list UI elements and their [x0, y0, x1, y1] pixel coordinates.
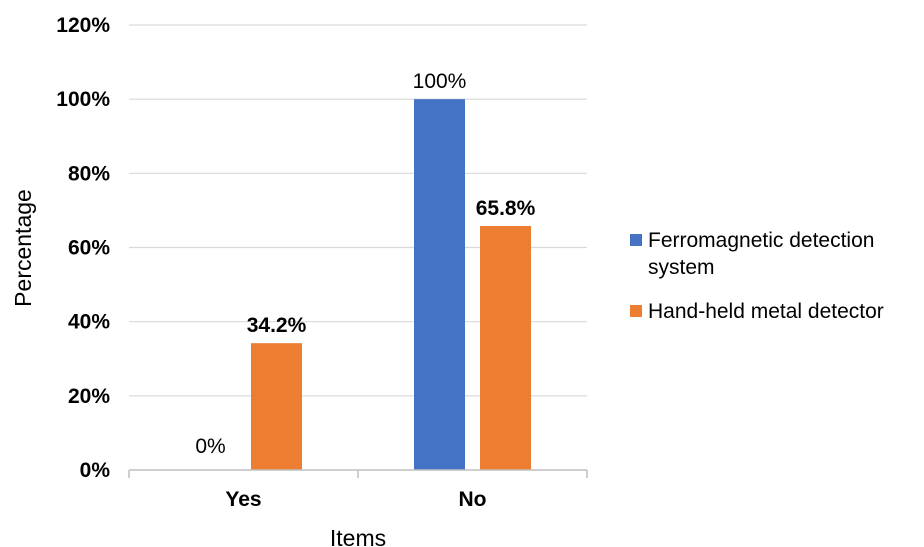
x-axis-categories: Yes No: [225, 488, 486, 511]
x-category-label: No: [459, 488, 487, 511]
legend-label: system: [648, 256, 715, 279]
y-tick-label: 40%: [68, 311, 110, 334]
legend-label: Ferromagnetic detection: [648, 229, 874, 252]
y-axis-ticks: 0% 20% 40% 60% 80% 100% 120%: [56, 14, 110, 482]
legend-swatch: [630, 305, 642, 317]
legend-swatch: [630, 234, 642, 246]
y-tick-label: 60%: [68, 237, 110, 260]
data-label: 0%: [195, 435, 225, 458]
y-tick-label: 120%: [56, 14, 110, 37]
bar: [251, 343, 302, 470]
y-tick-label: 100%: [56, 88, 110, 111]
y-tick-label: 20%: [68, 385, 110, 408]
y-axis-title: Percentage: [10, 189, 36, 307]
data-labels: 0% 34.2% 100% 65.8%: [195, 70, 535, 458]
data-label: 34.2%: [247, 314, 307, 337]
bar: [414, 99, 465, 471]
x-category-label: Yes: [225, 488, 261, 511]
data-label: 100%: [413, 70, 467, 93]
bars: [251, 99, 531, 471]
y-tick-label: 80%: [68, 162, 110, 185]
x-axis-title: Items: [330, 525, 386, 547]
legend-label: Hand-held metal detector: [648, 300, 884, 323]
bar: [480, 225, 531, 470]
y-tick-label: 0%: [80, 459, 111, 482]
legend: Ferromagnetic detection system Hand-held m…: [630, 229, 884, 323]
data-label: 65.8%: [476, 197, 536, 220]
x-axis: [128, 469, 588, 478]
